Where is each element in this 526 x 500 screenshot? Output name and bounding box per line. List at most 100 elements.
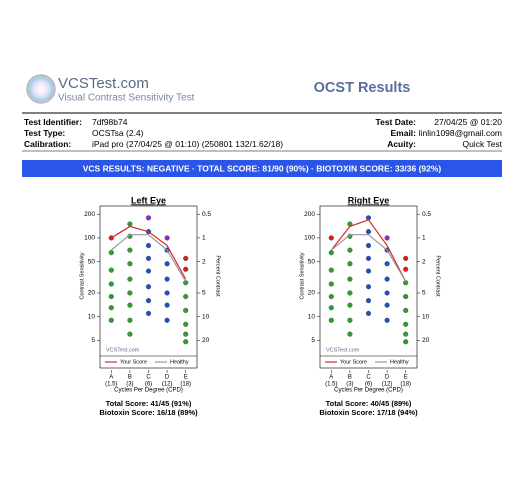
dot: [108, 267, 114, 273]
x-tick-sublabel: (18): [400, 382, 411, 388]
total-score: Total Score: 41/45 (91%): [106, 399, 192, 408]
dot: [164, 261, 170, 267]
y2-tick-label: 5: [422, 290, 426, 297]
y2-tick-label: 2: [202, 258, 206, 265]
dot: [365, 229, 372, 235]
info-label: Test Identifier:: [24, 117, 82, 127]
banner: [22, 160, 502, 177]
dot: [365, 255, 372, 261]
x-tick-sublabel: (12): [382, 382, 393, 388]
y2-axis-label: Percent Contrast: [215, 255, 221, 297]
dot: [384, 290, 390, 296]
biotoxin-score: Biotoxin Score: 16/18 (89%): [99, 408, 198, 417]
y-tick-label: 50: [308, 258, 316, 265]
logo-title: VCSTest.com: [58, 75, 149, 92]
series-line: [330, 219, 407, 282]
info-value: iPad pro (27/04/25 @ 01:10) (250801 132/…: [92, 139, 284, 149]
dot: [403, 339, 409, 345]
y-tick-label: 200: [304, 211, 315, 218]
info-value: Quick Test: [462, 139, 502, 149]
dot: [183, 294, 189, 300]
total-score: Total Score: 40/45 (89%): [326, 399, 412, 408]
x-tick-label: B: [348, 375, 352, 381]
y2-tick-label: 0.5: [422, 211, 431, 218]
x-tick-sublabel: (6): [145, 382, 152, 388]
x-tick-label: D: [385, 375, 390, 381]
y-tick-label: 200: [84, 211, 95, 218]
plot-frame: [99, 205, 198, 369]
dot: [347, 247, 353, 253]
dot: [164, 302, 170, 308]
x-tick-sublabel: (1.5): [105, 382, 117, 388]
info-value: linlin1098@gmail.com: [418, 128, 502, 138]
y2-tick-label: 1: [202, 235, 206, 242]
x-tick-label: E: [184, 375, 188, 381]
dot: [384, 276, 390, 282]
chart-title: Left Eye: [131, 195, 166, 205]
y2-tick-label: 20: [422, 337, 430, 344]
x-tick-label: C: [366, 375, 371, 381]
dot: [384, 317, 390, 323]
dot: [328, 294, 334, 300]
dot: [347, 276, 353, 282]
dot: [328, 281, 334, 287]
legend-label: Your Score: [340, 359, 367, 365]
logo-subtitle: Visual Contrast Sensitivity Test: [58, 93, 195, 104]
x-tick-sublabel: (18): [180, 382, 191, 388]
dot: [403, 255, 409, 261]
y-tick-label: 10: [308, 313, 316, 320]
x-tick-label: B: [128, 375, 132, 381]
logo-icon: [26, 74, 56, 104]
x-tick-sublabel: (6): [365, 382, 372, 388]
x-tick-label: D: [165, 375, 170, 381]
info-label: Acuity:: [387, 139, 416, 149]
y2-tick-label: 10: [202, 313, 210, 320]
y-tick-label: 20: [308, 290, 316, 297]
series-line: [110, 225, 187, 280]
y-tick-label: 50: [88, 258, 96, 265]
dot: [127, 221, 133, 227]
watermark: VCSTest.com: [326, 347, 360, 353]
dot: [384, 302, 390, 308]
dot: [365, 268, 372, 274]
dot: [183, 266, 189, 272]
dot: [384, 235, 390, 241]
dot: [145, 284, 152, 290]
y-tick-label: 5: [91, 337, 95, 344]
info-label: Calibration:: [24, 139, 72, 149]
dot: [183, 255, 189, 261]
x-tick-label: A: [109, 375, 113, 381]
x-axis-label: Cycles Per Degree (CPD): [334, 388, 403, 394]
y-tick-label: 20: [88, 290, 96, 297]
dot: [328, 317, 334, 323]
info-value: 7df98b74: [92, 117, 128, 127]
dot: [164, 276, 170, 282]
info-label: Test Type:: [24, 128, 66, 138]
legend-label: Healthy: [170, 359, 189, 365]
dot: [127, 302, 133, 308]
dot: [403, 266, 409, 272]
dot: [127, 276, 133, 282]
legend-label: Healthy: [390, 359, 409, 365]
x-tick-label: A: [329, 375, 333, 381]
dot: [127, 317, 133, 323]
dot: [108, 250, 114, 256]
dot: [403, 294, 409, 300]
report-title: OCST Results: [314, 80, 411, 96]
dot: [108, 305, 114, 311]
dot: [145, 215, 152, 221]
dot: [145, 268, 152, 274]
dot: [127, 247, 133, 253]
info-value: 27/04/25 @ 01:20: [434, 117, 502, 127]
dot: [328, 250, 334, 256]
x-axis-label: Cycles Per Degree (CPD): [114, 388, 183, 394]
watermark: VCSTest.com: [106, 347, 140, 353]
dot: [145, 298, 152, 304]
dot: [347, 290, 353, 296]
x-tick-sublabel: (12): [162, 382, 173, 388]
plot-frame: [319, 205, 418, 369]
dot: [145, 243, 152, 249]
dot: [164, 317, 170, 323]
y-tick-label: 5: [311, 337, 315, 344]
